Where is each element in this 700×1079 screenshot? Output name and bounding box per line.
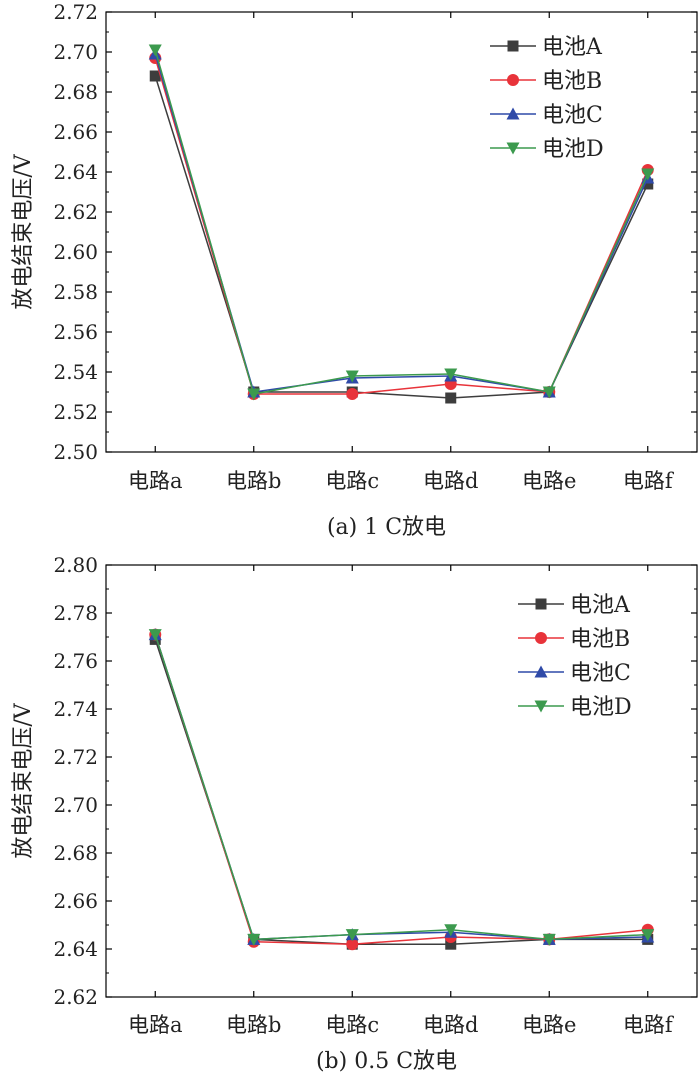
y-tick-label: 2.70 — [53, 793, 98, 817]
y-axis-label: 放电结束电压/V — [11, 702, 36, 858]
data-point — [641, 929, 655, 942]
data-point — [542, 386, 556, 399]
data-point — [346, 388, 359, 400]
x-tick-label: 电路e — [522, 1013, 576, 1037]
data-point — [641, 168, 655, 181]
legend-marker — [506, 142, 520, 155]
y-tick-label: 2.70 — [53, 40, 98, 64]
legend-label: 电池C — [570, 661, 631, 686]
legend: 电池A 电池B 电池C 电池D — [518, 593, 632, 720]
y-tick-label: 2.50 — [53, 440, 98, 464]
series-line — [154, 49, 649, 395]
series-电池C — [148, 47, 655, 398]
plot-frame — [105, 11, 698, 453]
data-point — [148, 44, 162, 57]
legend-marker — [535, 598, 547, 610]
data-point — [444, 924, 458, 937]
x-tick-label: 电路f — [623, 1013, 675, 1037]
data-point — [345, 929, 359, 942]
data-point — [346, 938, 359, 951]
y-tick-label: 2.62 — [53, 985, 98, 1009]
x-tick-label: 电路c — [325, 469, 379, 493]
y-tick-label: 2.68 — [53, 841, 98, 865]
legend-marker — [507, 74, 519, 86]
x-tick-label: 电路d — [423, 1013, 478, 1037]
legend-label: 电池B — [542, 69, 602, 94]
legend-label: 电池D — [570, 695, 632, 720]
y-tick-label: 2.62 — [53, 200, 98, 224]
legend-marker — [506, 107, 520, 120]
series-电池D — [148, 629, 655, 946]
x-tick-label: 电路e — [522, 469, 576, 493]
data-point — [148, 629, 162, 642]
chart-panel-a: 2.50 2.52 2.54 2.56 2.58 2.60 2.62 2.64 2.66 2.68… — [11, 0, 698, 540]
y-tick-label: 2.56 — [53, 320, 98, 344]
series-电池D — [148, 44, 655, 401]
legend-label: 电池D — [542, 137, 604, 162]
y-tick-label: 2.76 — [53, 649, 98, 673]
data-point — [247, 388, 261, 401]
legend: 电池A 电池B 电池C 电池D — [490, 35, 604, 162]
y-tick-label: 2.54 — [53, 360, 98, 384]
legend-label: 电池A — [570, 593, 631, 618]
y-tick-label: 2.52 — [53, 400, 98, 424]
legend-marker — [534, 665, 548, 678]
y-tick-label: 2.64 — [53, 937, 98, 961]
data-point — [542, 933, 556, 946]
y-tick-label: 2.72 — [53, 0, 98, 24]
y-tick-label: 2.58 — [53, 280, 98, 304]
y-tick-label: 2.74 — [53, 697, 98, 721]
legend-label: 电池A — [542, 35, 603, 60]
x-tick-label: 电路b — [226, 1013, 281, 1037]
y-tick-label: 2.80 — [53, 553, 98, 577]
data-point — [445, 392, 457, 404]
legend-marker — [535, 632, 547, 644]
y-tick-label: 2.66 — [53, 889, 98, 913]
series-line — [154, 634, 648, 941]
y-tick-label: 2.60 — [53, 240, 98, 264]
data-point — [345, 370, 359, 383]
data-point — [445, 938, 457, 950]
y-tick-label: 2.66 — [53, 120, 98, 144]
y-tick-label: 2.68 — [53, 80, 98, 104]
x-tick-label: 电路c — [325, 1013, 379, 1037]
panel-caption: (a) 1 C放电 — [327, 515, 446, 540]
x-tick-label: 电路d — [423, 469, 478, 493]
legend-label: 电池B — [570, 627, 630, 652]
chart-panel-b: 2.62 2.64 2.66 2.68 2.70 2.72 2.74 2.76 2.78 2.80… — [11, 553, 698, 1074]
data-point — [149, 70, 161, 82]
x-tick-label: 电路a — [128, 469, 183, 493]
x-tick-label: 电路f — [623, 469, 675, 493]
data-point — [444, 368, 458, 381]
y-tick-label: 2.64 — [53, 160, 98, 184]
data-point — [642, 178, 654, 190]
data-point — [247, 933, 261, 946]
legend-label: 电池C — [542, 103, 603, 128]
x-tick-label: 电路a — [128, 1013, 183, 1037]
y-tick-label: 2.72 — [53, 745, 98, 769]
y-axis-label: 放电结束电压/V — [11, 153, 36, 309]
legend-marker — [534, 700, 548, 713]
panel-caption: (b) 0.5 C放电 — [316, 1049, 457, 1074]
x-tick-label: 电路b — [226, 469, 281, 493]
legend-marker — [507, 40, 519, 52]
y-tick-label: 2.78 — [53, 601, 98, 625]
